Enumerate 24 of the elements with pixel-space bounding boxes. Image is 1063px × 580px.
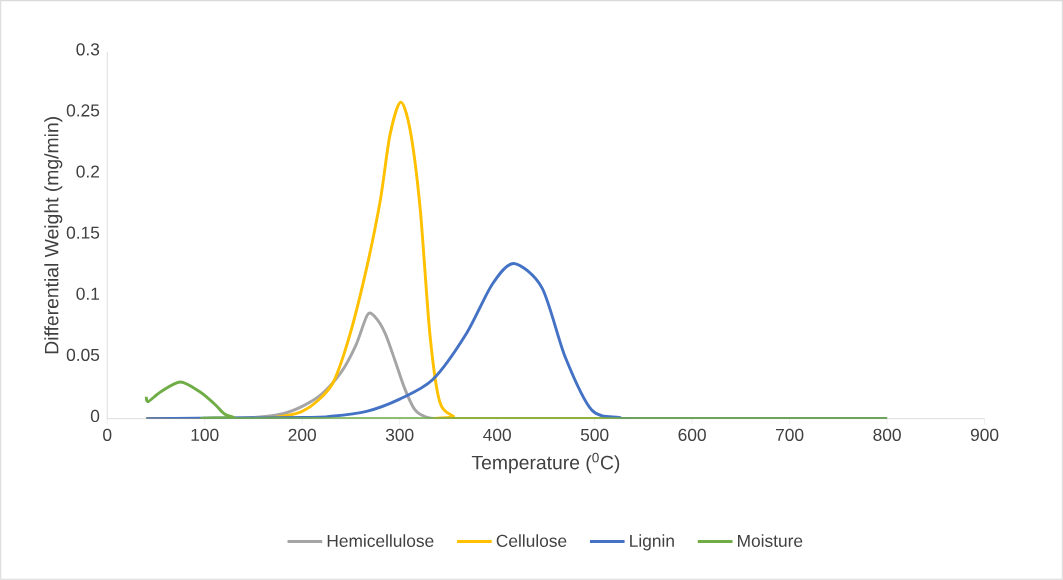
x-tick-label: 0 xyxy=(103,428,112,441)
x-tick-label: 900 xyxy=(970,428,999,441)
x-tick-label: 400 xyxy=(483,428,511,441)
legend-label: Lignin xyxy=(630,534,674,551)
x-tick-label: 300 xyxy=(385,428,414,441)
x-tick-label: 800 xyxy=(873,428,901,441)
y-tick-label: 0.3 xyxy=(76,43,100,56)
y-tick-label: 0 xyxy=(90,409,100,423)
x-tick-label: 600 xyxy=(678,428,706,441)
x-tick-label: 200 xyxy=(288,428,316,441)
legend-label: Hemicellulose xyxy=(327,534,434,547)
legend-label: Cellulose xyxy=(496,534,567,547)
x-tick-label: 700 xyxy=(776,428,804,441)
y-tick-label: 0.05 xyxy=(66,348,100,362)
x-tick-label: 100 xyxy=(191,428,219,441)
x-tick-label: 500 xyxy=(580,428,609,441)
y-tick-label: 0.25 xyxy=(66,104,100,117)
legend-label: Moisture xyxy=(738,534,803,547)
y-axis-title: Differential Weight (mg/min) xyxy=(44,117,63,354)
y-tick-label: 0.15 xyxy=(66,226,100,239)
y-tick-label: 0.2 xyxy=(76,165,99,178)
x-axis-title: Temperature ($^{0}$C) xyxy=(471,452,620,474)
line-series xyxy=(144,380,889,419)
y-tick-label: 0.1 xyxy=(76,287,100,300)
